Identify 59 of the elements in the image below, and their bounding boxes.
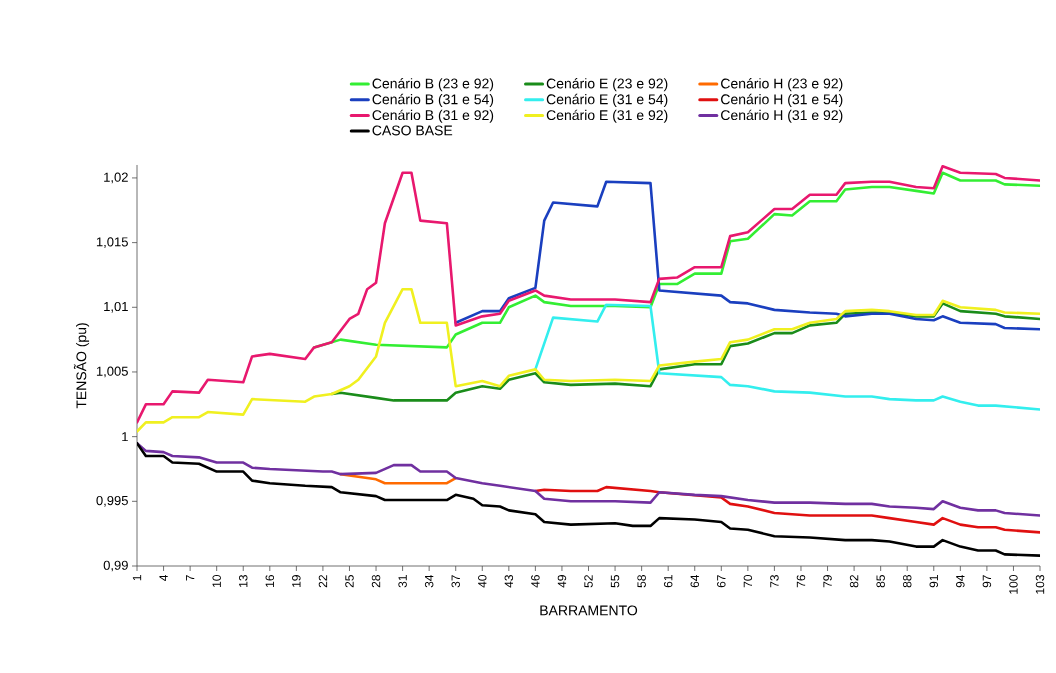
x-tick-label: 25 bbox=[345, 575, 354, 588]
x-tick-label: 49 bbox=[557, 575, 567, 588]
x-tick-label: 97 bbox=[982, 575, 992, 588]
x-axis-title: BARRAMENTO bbox=[540, 605, 638, 616]
legend-label: Cenário B (31 e 92) bbox=[372, 109, 494, 123]
x-tick-label: 61 bbox=[663, 575, 673, 588]
y-axis-title: TENSÃO (pu) bbox=[73, 323, 90, 409]
legend-label: Cenário H (31 e 92) bbox=[721, 109, 843, 123]
x-tick-label: 7 bbox=[186, 575, 195, 581]
y-tick-label: 0,99 bbox=[103, 560, 128, 572]
y-tick-label: 1 bbox=[122, 432, 128, 442]
x-tick-label: 22 bbox=[318, 575, 328, 588]
y-tick-label: 0,995 bbox=[96, 495, 128, 507]
line-series bbox=[137, 441, 1041, 557]
x-tick-label: 28 bbox=[371, 575, 381, 588]
legend-label: CASO BASE bbox=[372, 125, 453, 136]
legend-label: Cenário H (31 e 54) bbox=[721, 93, 843, 108]
x-tick-label: 13 bbox=[239, 575, 248, 587]
x-tick-label: 85 bbox=[876, 575, 885, 588]
x-tick-label: 55 bbox=[610, 575, 620, 588]
x-tick-label: 82 bbox=[849, 575, 859, 588]
x-tick-label: 94 bbox=[956, 574, 965, 588]
x-tick-label: 43 bbox=[504, 575, 514, 588]
line-series bbox=[137, 165, 1041, 424]
x-tick-label: 37 bbox=[451, 575, 460, 588]
line-series bbox=[137, 287, 1041, 433]
x-tick-label: 52 bbox=[584, 575, 593, 588]
legend-label: Cenário H (23 e 92) bbox=[721, 78, 843, 92]
x-tick-label: 46 bbox=[531, 575, 540, 588]
x-tick-label: 64 bbox=[690, 574, 699, 588]
legend-label: Cenário E (31 e 92) bbox=[546, 109, 668, 123]
x-tick-label: 103 bbox=[1035, 575, 1045, 594]
x-tick-label: 73 bbox=[770, 575, 779, 588]
x-tick-label: 88 bbox=[902, 575, 912, 588]
line-series bbox=[534, 303, 1041, 411]
y-tick-label: 1,02 bbox=[104, 172, 128, 184]
x-tick-label: 4 bbox=[159, 574, 168, 581]
x-tick-label: 67 bbox=[717, 575, 726, 588]
x-tick-label: 19 bbox=[292, 575, 301, 587]
x-tick-label: 10 bbox=[212, 575, 221, 587]
legend-label: Cenário E (23 e 92) bbox=[546, 78, 668, 92]
x-tick-label: 16 bbox=[265, 575, 275, 587]
x-tick-label: 40 bbox=[478, 575, 487, 588]
x-tick-label: 79 bbox=[823, 575, 832, 588]
x-tick-label: 34 bbox=[424, 574, 434, 588]
x-tick-label: 31 bbox=[398, 575, 407, 588]
y-tick-label: 1,005 bbox=[96, 366, 128, 378]
legend-label: Cenário B (23 e 92) bbox=[372, 78, 494, 92]
x-tick-label: 100 bbox=[1009, 575, 1018, 594]
x-tick-label: 91 bbox=[929, 575, 939, 588]
y-tick-label: 1,01 bbox=[104, 301, 128, 313]
line-series bbox=[454, 180, 1041, 331]
legend-label: Cenário B (31 e 54) bbox=[372, 93, 494, 108]
x-tick-label: 76 bbox=[796, 575, 806, 588]
legend-label: Cenário E (31 e 54) bbox=[546, 93, 668, 108]
y-tick-label: 1,015 bbox=[96, 237, 128, 248]
x-tick-label: 1 bbox=[132, 575, 142, 581]
x-tick-label: 70 bbox=[743, 575, 753, 588]
x-tick-label: 58 bbox=[637, 575, 646, 588]
